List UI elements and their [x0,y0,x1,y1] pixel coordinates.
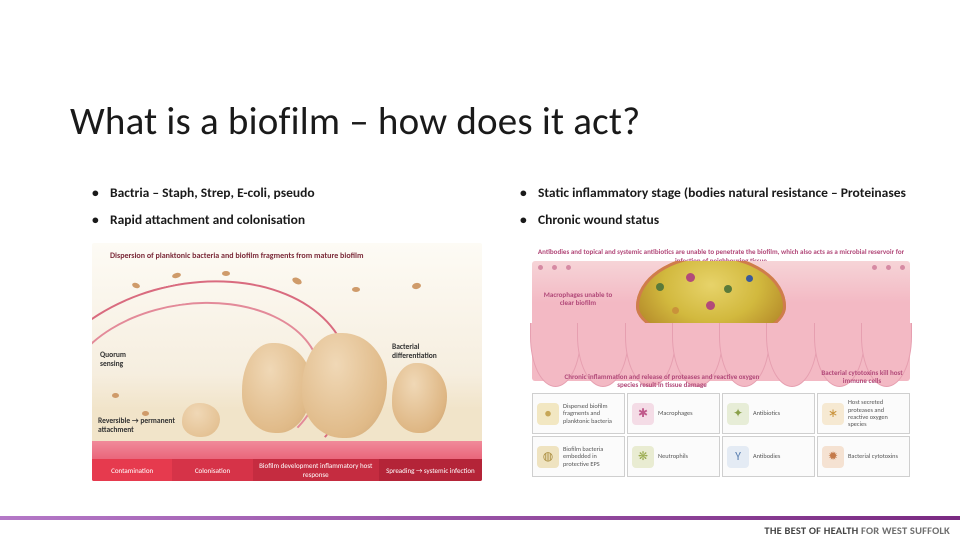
bullet-text: Bactria – Staph, Strep, E-coli, pseudo [110,184,315,202]
slide-footer: THE BEST OF HEALTH FOR WEST SUFFOLK [0,516,960,540]
legend-cell: ✱ Macrophages [627,393,720,434]
cell-dot-icon [706,301,715,310]
biofilm-blob-icon [302,333,387,438]
biofilm-blob-icon [392,363,447,433]
legend-grid: ●Dispersed biofilm fragments and plankto… [532,393,910,477]
bullet-marker: • [520,184,538,202]
surface-dot-icon [900,265,905,270]
slide: What is a biofilm – how does it act? •Ba… [0,0,960,540]
figure-label-reversible: Reversible → permanent attachment [98,417,208,435]
legend-cell: ●Dispersed biofilm fragments and plankto… [532,393,625,434]
surface-dot-icon [566,265,571,270]
legend-cell: ∗Host secreted proteases and reactive ox… [817,393,910,434]
stage-cell: Colonisation [172,459,252,481]
legend-cell: ✦ Antibiotics [722,393,815,434]
figure-caption-top: Dispersion of planktonic bacteria and bi… [110,251,364,261]
chronic-wound-figure: Antibodies and topical and systemic anti… [526,243,916,481]
legend-icon: ❋ [632,446,654,468]
right-column: •Static inflammatory stage (bodies natur… [520,184,916,481]
bullet-text: Static inflammatory stage (bodies natura… [538,184,906,202]
legend-icon: ✹ [822,446,844,468]
villus-icon [766,323,817,387]
surface-dot-icon [552,265,557,270]
legend-icon: ◍ [537,446,559,468]
figure-label-inflammation: Chronic inflammation and release of prot… [562,373,762,389]
left-bullets: •Bactria – Staph, Strep, E-coli, pseudo … [92,184,486,229]
cell-dot-icon [672,307,679,314]
left-column: •Bactria – Staph, Strep, E-coli, pseudo … [92,184,486,481]
footer-text: THE BEST OF HEALTH FOR WEST SUFFOLK [764,524,950,537]
content-columns: •Bactria – Staph, Strep, E-coli, pseudo … [92,184,916,481]
figure-label-macrophages: Macrophages unable to clear biofilm [538,291,618,307]
legend-icon: ✦ [727,403,749,425]
cell-dot-icon [724,285,732,293]
legend-text: Host secreted proteases and reactive oxy… [848,399,905,428]
legend-text: Neutrophils [658,453,688,460]
footer-accent-bar [0,516,960,520]
legend-text: Antibiotics [753,410,780,417]
legend-icon: ✱ [632,403,654,425]
legend-text: Dispersed biofilm fragments and plankton… [563,403,620,425]
bullet-marker: • [92,184,110,202]
legend-cell: ◍Biofilm bacteria embedded in protective… [532,436,625,477]
bullet-item: •Chronic wound status [520,211,916,229]
stage-bar: Contamination Colonisation Biofilm devel… [92,459,482,481]
slide-title: What is a biofilm – how does it act? [70,98,640,145]
bullet-item: •Rapid attachment and colonisation [92,211,486,229]
surface-dot-icon [886,265,891,270]
legend-cell: ❋ Neutrophils [627,436,720,477]
cell-dot-icon [686,273,695,282]
legend-icon: ∗ [822,403,844,425]
bullet-text: Chronic wound status [538,211,659,229]
legend-icon: ● [537,403,559,425]
legend-text: Antibodies [753,453,780,460]
legend-icon: Y [727,446,749,468]
surface-dot-icon [538,265,543,270]
cell-dot-icon [746,275,753,282]
footer-text-strong: THE BEST OF HEALTH [764,524,858,537]
legend-cell: Y Antibodies [722,436,815,477]
right-bullets: •Static inflammatory stage (bodies natur… [520,184,916,229]
legend-cell: ✹ Bacterial cytotoxins [817,436,910,477]
surface-dot-icon [872,265,877,270]
legend-text: Biofilm bacteria embedded in protective … [563,446,620,468]
footer-text-rest: FOR WEST SUFFOLK [858,524,950,537]
stage-cell: Contamination [92,459,172,481]
legend-text: Bacterial cytotoxins [848,453,898,460]
bullet-item: •Bactria – Staph, Strep, E-coli, pseudo [92,184,486,202]
bullet-text: Rapid attachment and colonisation [110,211,305,229]
biofilm-dispersion-figure: Dispersion of planktonic bacteria and bi… [92,243,482,481]
figure-label-differentiation: Bacterial differentiation [392,343,462,361]
bullet-item: •Static inflammatory stage (bodies natur… [520,184,916,202]
legend-text: Macrophages [658,410,693,417]
figure-label-cytotoxins: Bacterial cytotoxins kill host immune ce… [814,369,910,385]
bullet-marker: • [520,211,538,229]
figure-label-quorum: Quorum sensing [100,351,150,369]
cell-dot-icon [656,283,664,291]
bullet-marker: • [92,211,110,229]
stage-cell: Biofilm development inflammatory host re… [253,459,379,481]
stage-cell: Spreading → systemic infection [379,459,482,481]
